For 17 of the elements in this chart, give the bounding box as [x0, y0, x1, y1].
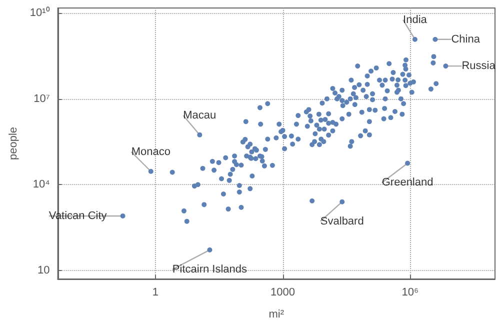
y-tick-label: 10⁷: [34, 92, 50, 105]
annotation: Monaco: [131, 146, 170, 158]
x-axis-title: mi²: [268, 308, 284, 320]
annotation: Vatican City: [48, 210, 108, 222]
annotation: China: [451, 33, 481, 46]
annotation: Pitcairn Islands: [172, 263, 248, 276]
x-tick-label: 1000: [270, 286, 296, 298]
y-tick-label: 10⁴: [32, 178, 50, 191]
annotation: Greenland: [382, 176, 434, 189]
x-tick-label: 1: [152, 286, 159, 298]
y-tick-label: 10: [38, 264, 50, 276]
annotation: Svalbard: [320, 215, 364, 228]
annotation: Macau: [183, 109, 216, 122]
y-axis-title: people: [8, 126, 20, 160]
annotation: India: [403, 14, 428, 26]
x-tick-label: 10⁶: [402, 286, 418, 298]
y-tick-label: 10¹⁰: [30, 6, 50, 20]
